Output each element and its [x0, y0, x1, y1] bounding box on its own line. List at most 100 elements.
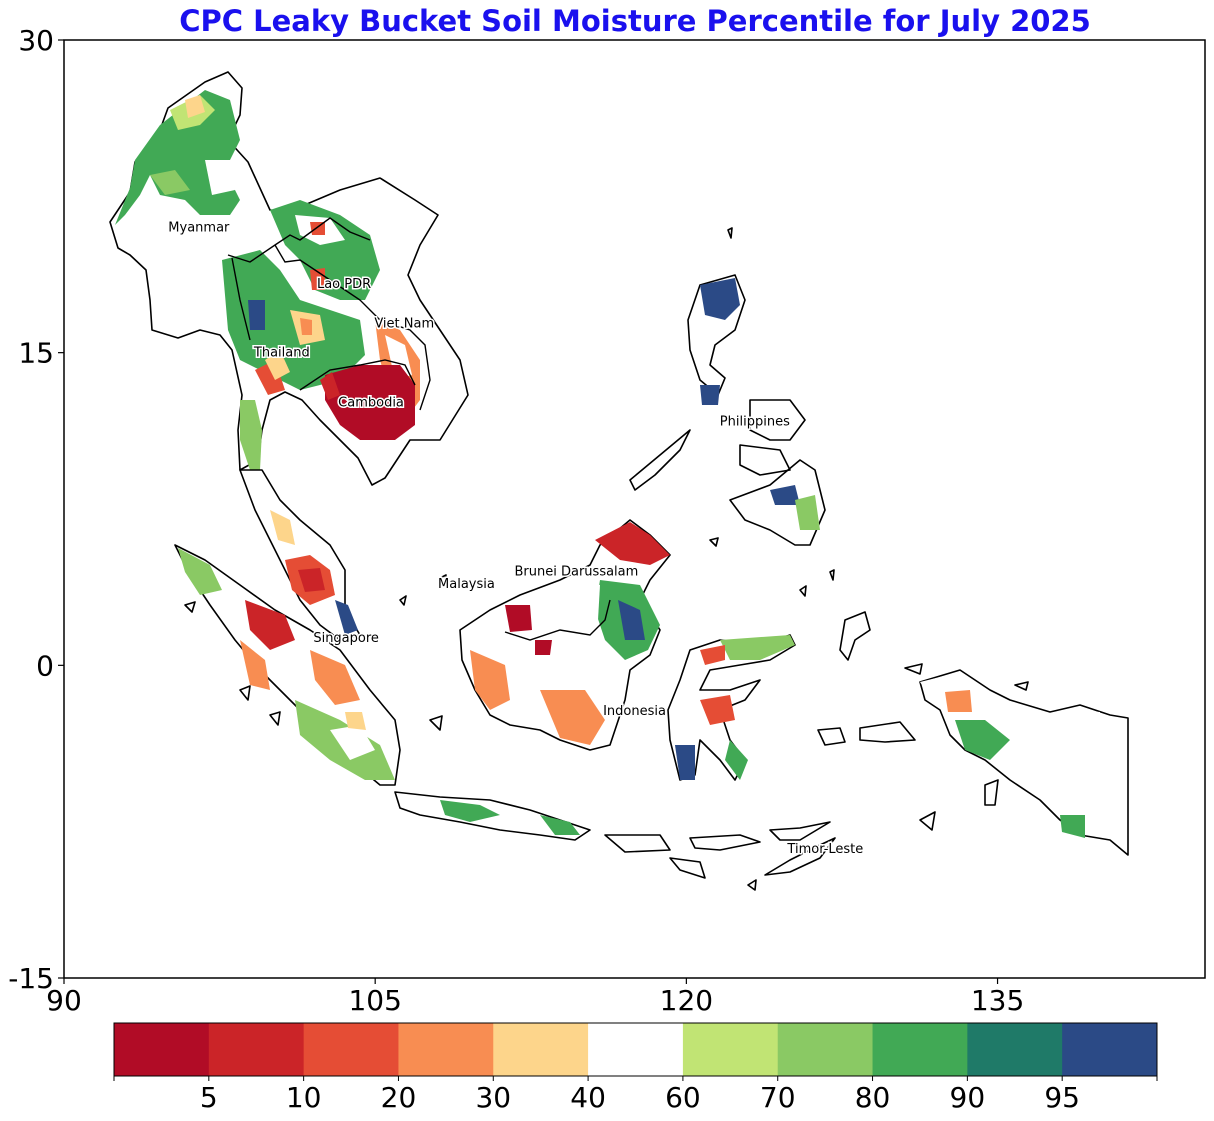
small-islands — [184, 227, 1029, 891]
colorbar-segment — [777, 1023, 874, 1076]
borneo-coastline — [459, 519, 671, 751]
island-coastline — [829, 569, 835, 581]
moisture-zone — [575, 580, 600, 620]
moisture-zone — [185, 95, 205, 118]
visayas-coastline — [749, 399, 806, 441]
colorbar-segment — [114, 1023, 210, 1076]
country-label: Timor-Leste — [786, 842, 863, 857]
y-tick-label: -15 — [8, 962, 54, 995]
moisture-zone — [700, 278, 740, 320]
moisture-zone — [675, 745, 695, 780]
java-nusa — [394, 791, 836, 879]
country-label: Viet Nam — [374, 316, 434, 331]
borneo — [459, 519, 671, 751]
moisture-zone — [240, 640, 270, 690]
colorbar-tick-label: 90 — [950, 1081, 986, 1114]
colorbar-tick-label: 70 — [760, 1081, 796, 1114]
island-coastline — [184, 601, 196, 613]
island-coastline — [799, 585, 807, 597]
x-tick-label: 120 — [660, 984, 713, 1017]
moisture-zone — [595, 522, 670, 565]
country-borders — [227, 217, 431, 411]
moisture-zone — [320, 372, 340, 400]
moisture-zone — [505, 605, 532, 632]
country-labels: Myanmar Lao PDR Viet Nam Thailand Cambodia Ph… — [167, 219, 865, 858]
country-label: Cambodia — [338, 396, 404, 411]
nusa-coastline — [689, 834, 761, 851]
colorbar-tick-label: 30 — [475, 1081, 511, 1114]
colorbar-segment — [588, 1023, 684, 1076]
colorbar-segment — [208, 1023, 305, 1076]
colorbar-segment — [872, 1023, 968, 1076]
nusa-coastline — [604, 834, 671, 853]
moisture-zone — [265, 350, 290, 380]
moisture-zone — [330, 725, 375, 760]
moisture-zone — [1070, 710, 1100, 740]
mainland-coastline — [109, 71, 469, 486]
colorbar-tick-label: 60 — [665, 1081, 701, 1114]
aru-coastline — [984, 779, 999, 806]
seram-coastline — [859, 721, 916, 743]
moisture-zone — [245, 600, 295, 650]
philippines — [629, 274, 826, 546]
map-frame-background — [64, 40, 1205, 978]
map-axes: 90 105 120 135 30 15 0 -15 — [8, 24, 1024, 1017]
halmahera-coastline — [839, 611, 871, 661]
island-coastline — [727, 227, 733, 239]
sulawesi — [667, 634, 796, 781]
y-tick-label: 15 — [18, 337, 54, 370]
island-coastline — [399, 595, 407, 606]
moisture-zone — [248, 300, 265, 330]
land-layer — [109, 71, 1129, 891]
nusa-coastline — [769, 821, 831, 841]
colorbar-segment — [398, 1023, 494, 1076]
peninsula-sumatra — [174, 469, 401, 786]
y-tick-label: 30 — [18, 24, 54, 57]
moisture-zone — [770, 485, 800, 505]
island-coastline — [747, 879, 757, 891]
x-tick-label: 105 — [348, 984, 401, 1017]
colorbar-tick-label: 80 — [855, 1081, 891, 1114]
colorbar-tick-label: 95 — [1044, 1081, 1080, 1114]
moisture-zone — [150, 170, 190, 195]
sumatra-coastline — [174, 544, 401, 786]
visayas-coastline — [739, 444, 791, 476]
y-tick-label: 0 — [36, 649, 54, 682]
island-coastline — [1014, 681, 1029, 691]
moisture-zone — [540, 690, 605, 745]
x-tick-label: 90 — [46, 984, 82, 1017]
moisture-zone — [470, 650, 510, 710]
colorbar-tick-label: 5 — [200, 1081, 218, 1114]
maluku — [817, 611, 999, 831]
luzon-coastline — [687, 274, 746, 396]
moisture-zone — [945, 690, 972, 712]
moisture-zone — [115, 90, 240, 225]
moisture-zone — [795, 495, 820, 530]
moisture-zone — [385, 335, 412, 380]
moisture-zone — [240, 400, 262, 470]
moisture-zone — [700, 695, 735, 725]
sulawesi-coastline — [667, 634, 796, 781]
country-label: Thailand — [253, 346, 310, 361]
country-label: Brunei Darussalam — [515, 565, 639, 580]
colorbar-segment — [493, 1023, 589, 1076]
moisture-zone — [955, 720, 1010, 760]
country-label: Lao PDR — [317, 277, 371, 292]
moisture-zone — [298, 568, 325, 592]
moisture-zone — [700, 645, 725, 665]
colorbar: 5 10 20 30 40 60 70 80 90 95 — [113, 1022, 1158, 1114]
island-coastline — [269, 711, 281, 726]
moisture-zone — [300, 318, 312, 335]
island-coastline — [239, 685, 251, 701]
island-coastline — [709, 537, 719, 547]
moisture-zone — [178, 548, 222, 595]
country-label: Indonesia — [603, 704, 666, 719]
island-coastline — [919, 811, 936, 831]
island-coastline — [439, 574, 447, 585]
colorbar-segment — [967, 1023, 1063, 1076]
new-guinea-coastline — [919, 669, 1129, 856]
moisture-zone — [720, 635, 795, 660]
moisture-zone — [310, 650, 360, 705]
moisture-zone — [725, 740, 748, 780]
colorbar-segment — [303, 1023, 399, 1076]
